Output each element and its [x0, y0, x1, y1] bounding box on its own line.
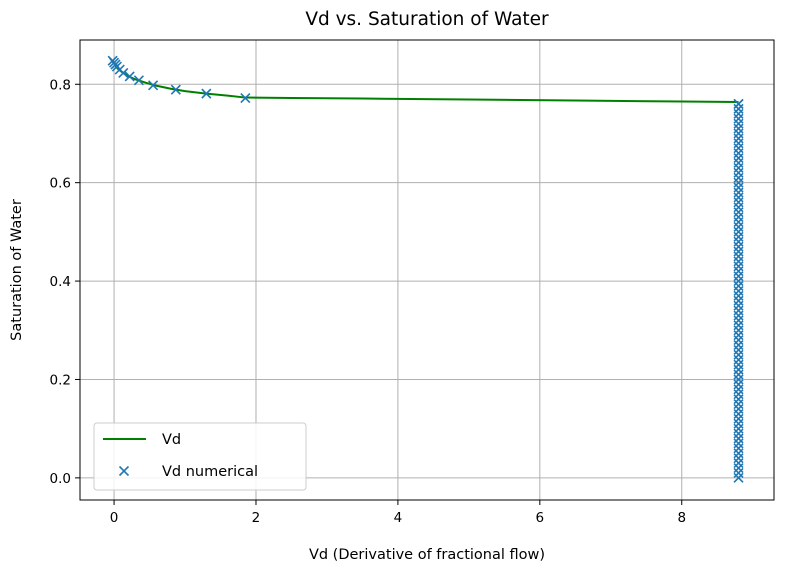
- marker-stroke: [118, 465, 130, 477]
- x-tick-label: 0: [110, 510, 119, 526]
- x-tick-label: 2: [252, 510, 261, 526]
- data-point: [148, 80, 159, 91]
- plot-frame: [79, 39, 775, 501]
- y-tick-label: 0.2: [50, 372, 71, 388]
- data-point: [133, 75, 144, 86]
- marker-stroke: [170, 84, 181, 95]
- legend-box: [93, 422, 307, 491]
- x-tick-label: 6: [536, 510, 545, 526]
- legend: Vd Vd numerical: [93, 422, 307, 491]
- data-point: [201, 88, 212, 99]
- grid: [80, 40, 774, 500]
- marker-stroke: [240, 92, 251, 104]
- x-tick-label: 8: [677, 510, 686, 526]
- y-tick-label: 0.8: [50, 77, 71, 93]
- data-point: [124, 71, 135, 82]
- series-layer: [107, 55, 744, 483]
- y-tick-label: 0.0: [50, 471, 71, 487]
- data-point: [170, 84, 181, 95]
- marker-stroke: [133, 75, 144, 86]
- marker-stroke: [124, 71, 135, 82]
- ticks: 0 2 4 6 8 0.0 0.2 0.4 0.6 0.8: [50, 77, 687, 526]
- x-axis-label: Vd (Derivative of fractional flow): [309, 547, 545, 563]
- legend-label-vd: Vd: [162, 432, 181, 448]
- data-point: [118, 67, 129, 79]
- marker-stroke: [118, 67, 129, 79]
- chart-title: Vd vs. Saturation of Water: [305, 9, 549, 30]
- legend-x-marker: [118, 465, 130, 477]
- marker-stroke: [201, 88, 212, 99]
- y-tick-label: 0.6: [50, 176, 71, 192]
- data-point: [240, 92, 251, 104]
- x-tick-label: 4: [394, 510, 403, 526]
- legend-label-vd-numerical: Vd numerical: [162, 464, 258, 480]
- marker-stroke: [733, 98, 744, 110]
- data-point: [733, 98, 744, 110]
- y-axis-label: Saturation of Water: [9, 199, 25, 341]
- legend-marker-swatch: [118, 465, 130, 477]
- y-tick-label: 0.4: [50, 274, 71, 290]
- marker-stroke: [148, 80, 159, 91]
